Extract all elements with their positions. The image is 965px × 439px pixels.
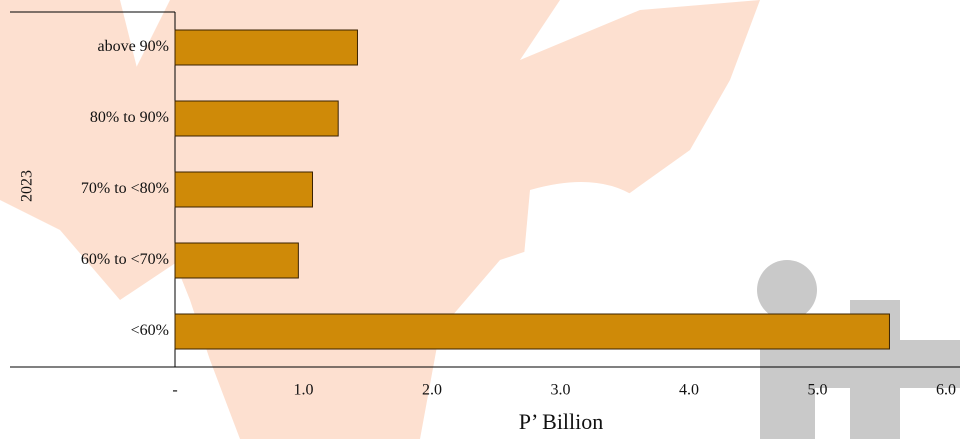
y-tick-label: <60% [131,322,169,339]
watermark-shape [520,182,640,320]
x-tick-label: 5.0 [808,382,828,399]
x-axis-label: P’ Billion [519,409,604,434]
watermark [0,0,960,439]
x-tick-label: 4.0 [679,382,699,399]
x-tick-label: 2.0 [422,382,442,399]
x-tick-label: 6.0 [936,382,956,399]
chart: 2023 P’ Billion - 1.0 2.0 3.0 4.0 5.0 6.0 above… [0,0,965,439]
y-tick-label: 60% to <70% [81,251,169,268]
x-tick-label: 3.0 [551,382,571,399]
y-tick-label: above 90% [97,38,169,55]
bar [175,314,889,349]
y-axis-label: 2023 [19,170,36,202]
y-tick-label: 80% to 90% [90,109,169,126]
bar [175,101,338,136]
watermark-shape [120,0,760,439]
bar [175,30,357,65]
x-tick-label: 1.0 [294,382,314,399]
watermark-shape [757,260,817,320]
bar [175,172,312,207]
x-tick-label: - [172,382,177,399]
y-tick-label: 70% to <80% [81,180,169,197]
bar [175,243,298,278]
